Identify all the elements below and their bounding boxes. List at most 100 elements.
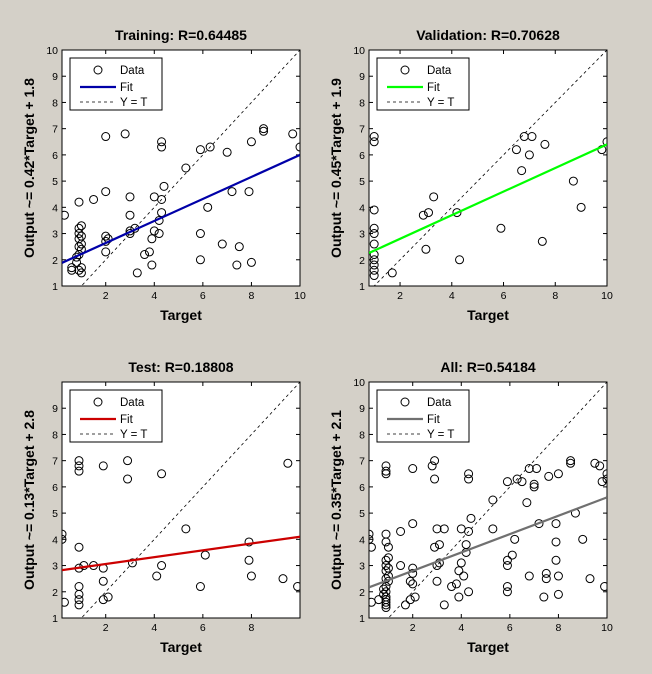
data-point <box>74 466 84 476</box>
y-tick-label: 4 <box>359 534 365 546</box>
x-tick-label: 6 <box>200 290 206 302</box>
x-tick-label: 8 <box>552 290 558 302</box>
legend-label-fit: Fit <box>427 414 441 426</box>
data-point <box>120 129 130 139</box>
data-point <box>74 265 84 275</box>
data-point <box>62 597 69 607</box>
y-tick-label: 1 <box>359 281 365 293</box>
data-point <box>244 537 254 547</box>
data-point <box>74 595 84 605</box>
y-axis-label: Output ~= 0.35*Target + 2.1 <box>328 410 344 590</box>
legend-label-identity: Y = T <box>120 429 147 441</box>
data-point <box>537 236 547 246</box>
data-point <box>405 595 415 605</box>
data-point <box>132 268 142 278</box>
data-point <box>524 464 534 474</box>
data-point <box>383 542 393 552</box>
plot-title: Validation: R=0.70628 <box>416 27 560 43</box>
data-point <box>246 257 256 267</box>
data-point <box>369 260 379 270</box>
data-point <box>540 139 550 149</box>
data-point <box>488 495 498 505</box>
data-point <box>432 576 442 586</box>
data-point <box>553 589 563 599</box>
data-point <box>369 542 376 552</box>
data-point <box>464 469 474 479</box>
y-tick-label: 5 <box>359 176 365 188</box>
x-tick-label: 6 <box>501 290 507 302</box>
y-axis-label: Output ~= 0.42*Target + 1.8 <box>21 78 37 258</box>
data-point <box>383 553 393 563</box>
data-point <box>76 268 86 278</box>
data-point <box>455 255 465 265</box>
data-point <box>430 456 440 466</box>
legend-label-fit: Fit <box>120 414 134 426</box>
data-point <box>181 163 191 173</box>
data-point <box>456 558 466 568</box>
data-point <box>430 542 440 552</box>
data-point <box>123 474 133 484</box>
data-point <box>517 166 527 176</box>
data-point <box>429 192 439 202</box>
data-point <box>67 265 77 275</box>
y-tick-label: 3 <box>359 561 365 573</box>
data-point <box>602 469 607 479</box>
data-point <box>488 524 498 534</box>
plot-3: 2 4 6 8 1 2 3 4 5 6 7 8 9 Data Fit Y = T Test: R=0.18808… <box>21 359 301 655</box>
data-point <box>369 265 379 275</box>
identity-line <box>387 382 607 618</box>
y-tick-label: 10 <box>46 45 58 57</box>
data-point <box>532 464 542 474</box>
x-tick-label: 8 <box>249 290 255 302</box>
y-tick-label: 8 <box>52 97 58 109</box>
data-point <box>227 187 237 197</box>
plot-contents <box>62 50 300 286</box>
data-point <box>381 555 391 565</box>
data-point <box>466 513 476 523</box>
data-point <box>369 255 379 265</box>
y-tick-label: 2 <box>359 255 365 267</box>
data-point <box>152 571 162 581</box>
legend-data-marker <box>93 397 103 407</box>
data-point <box>369 271 379 281</box>
legend-label-identity: Y = T <box>427 97 454 109</box>
data-point <box>576 202 586 212</box>
legend-label-data: Data <box>120 397 145 409</box>
x-tick-label: 10 <box>294 290 306 302</box>
x-tick-label: 8 <box>556 622 562 634</box>
data-point <box>147 234 157 244</box>
y-tick-label: 6 <box>52 482 58 494</box>
plot-contents <box>369 50 607 286</box>
data-point <box>408 579 418 589</box>
data-point <box>74 223 84 233</box>
data-point <box>553 571 563 581</box>
data-point <box>101 187 111 197</box>
data-point <box>524 150 534 160</box>
x-tick-label: 8 <box>249 622 255 634</box>
y-tick-label: 2 <box>52 587 58 599</box>
legend-data-marker <box>93 65 103 75</box>
data-point <box>502 561 512 571</box>
data-point <box>551 519 561 529</box>
y-tick-label: 5 <box>359 508 365 520</box>
y-tick-label: 1 <box>52 281 58 293</box>
data-point <box>74 542 84 552</box>
x-tick-label: 4 <box>449 290 455 302</box>
data-point <box>195 229 205 239</box>
data-point <box>98 595 108 605</box>
y-tick-label: 3 <box>359 229 365 241</box>
y-tick-label: 8 <box>359 429 365 441</box>
data-point <box>566 456 576 466</box>
data-point <box>585 574 595 584</box>
data-point <box>74 600 84 610</box>
data-point <box>510 534 520 544</box>
data-point <box>288 129 298 139</box>
data-point <box>595 461 605 471</box>
data-point <box>62 529 67 539</box>
identity-line <box>80 50 300 286</box>
data-point <box>381 597 391 607</box>
data-point <box>447 582 457 592</box>
data-point <box>381 529 391 539</box>
legend-label-data: Data <box>120 65 145 77</box>
